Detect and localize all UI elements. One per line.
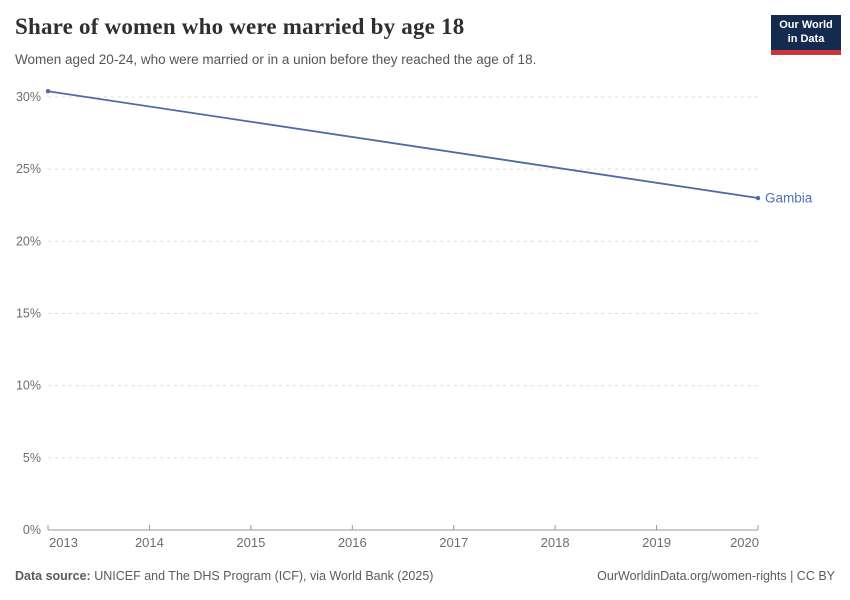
chart-title: Share of women who were married by age 1…	[15, 14, 465, 39]
x-tick-label-2016: 2016	[338, 535, 367, 550]
attribution-note: OurWorldinData.org/women-rights | CC BY	[597, 569, 835, 583]
x-tick-label-2018: 2018	[541, 535, 570, 550]
entity-label-gambia: Gambia	[765, 191, 813, 206]
data-source-note: Data source: UNICEF and The DHS Program …	[15, 569, 433, 583]
chart-subtitle: Women aged 20-24, who were married or in…	[15, 52, 537, 67]
x-tick-label-2013: 2013	[49, 535, 78, 550]
x-tick-label-2017: 2017	[439, 535, 468, 550]
owid-logo-line2: in Data	[787, 32, 825, 45]
owid-logo-line1: Our World	[779, 19, 833, 32]
data-point-gambia-2020	[755, 195, 761, 201]
x-tick-label-2019: 2019	[642, 535, 671, 550]
data-source-label: Data source:	[15, 569, 91, 583]
y-tick-label-30: 30%	[16, 90, 41, 104]
y-tick-label-0: 0%	[23, 523, 41, 537]
y-tick-label-15: 15%	[16, 307, 41, 321]
data-point-gambia-2013	[45, 89, 51, 94]
data-source-text: UNICEF and The DHS Program (ICF), via Wo…	[90, 569, 434, 583]
y-tick-label-20: 20%	[16, 234, 41, 248]
x-tick-label-2014: 2014	[135, 535, 164, 550]
y-tick-label-25: 25%	[16, 162, 41, 176]
y-tick-label-5: 5%	[23, 451, 41, 465]
x-tick-label-2020: 2020	[730, 535, 759, 550]
y-tick-label-10: 10%	[16, 379, 41, 393]
x-tick-label-2015: 2015	[236, 535, 265, 550]
trend-line-gambia	[47, 90, 759, 199]
owid-logo: Our World in Data	[771, 15, 841, 55]
